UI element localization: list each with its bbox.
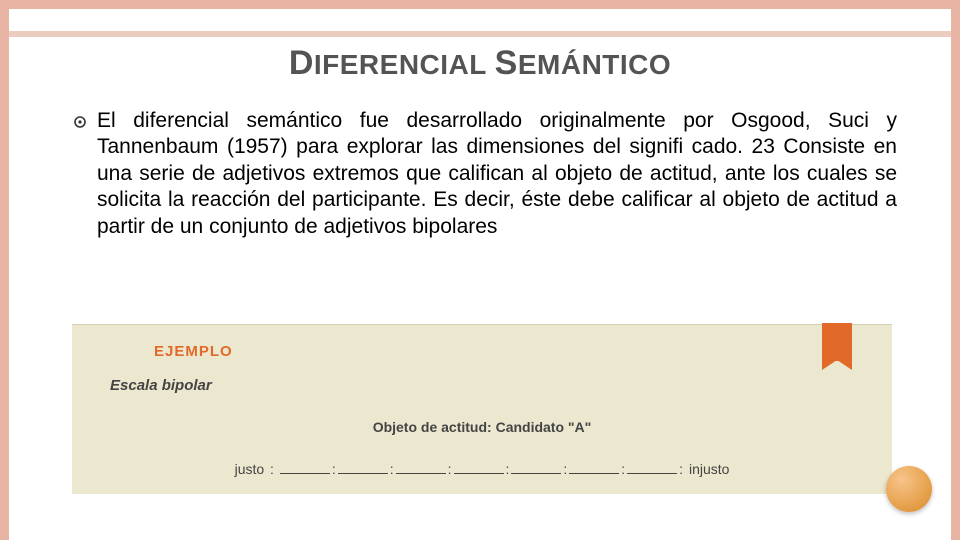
scale-separator: : [506,461,510,477]
scale-blank [454,462,504,474]
scale-separator: : [621,461,625,477]
title-cap-d: D [289,44,314,82]
title-cap-s: S [495,44,518,82]
example-subtitle: Escala bipolar [110,377,212,394]
decorative-sphere-icon [886,466,932,512]
scale-separator: : [332,461,336,477]
scale-separator: : [563,461,567,477]
example-label: EJEMPLO [154,343,233,360]
title-part2: EMÁNTICO [518,49,671,80]
bullet-icon [74,116,86,128]
example-box: EJEMPLO Escala bipolar Objeto de actitud… [72,324,892,494]
scale-blank [627,462,677,474]
body-paragraph: El diferencial semántico fue desarrollad… [97,108,897,240]
example-object: Objeto de actitud: Candidato "A" [72,419,892,435]
scale-separator: : [448,461,452,477]
scale-right-adjective: injusto [689,461,729,477]
scale-separator: : [390,461,394,477]
frame-top [0,0,960,9]
scale-blank [511,462,561,474]
title-part1: IFERENCIAL [314,49,487,80]
scale-blank [396,462,446,474]
frame-gap [9,9,951,31]
scale-blank [569,462,619,474]
scale-blank [338,462,388,474]
scale-blanks: ::::::: [278,461,687,477]
slide-title: DIFERENCIAL SEMÁNTICO [0,44,960,83]
bipolar-scale: justo : ::::::: injusto [72,461,892,477]
scale-colon: : [270,461,274,477]
ribbon-icon [822,323,852,361]
scale-left-adjective: justo [235,461,265,477]
scale-blank [280,462,330,474]
title-accent-bar [9,31,951,37]
